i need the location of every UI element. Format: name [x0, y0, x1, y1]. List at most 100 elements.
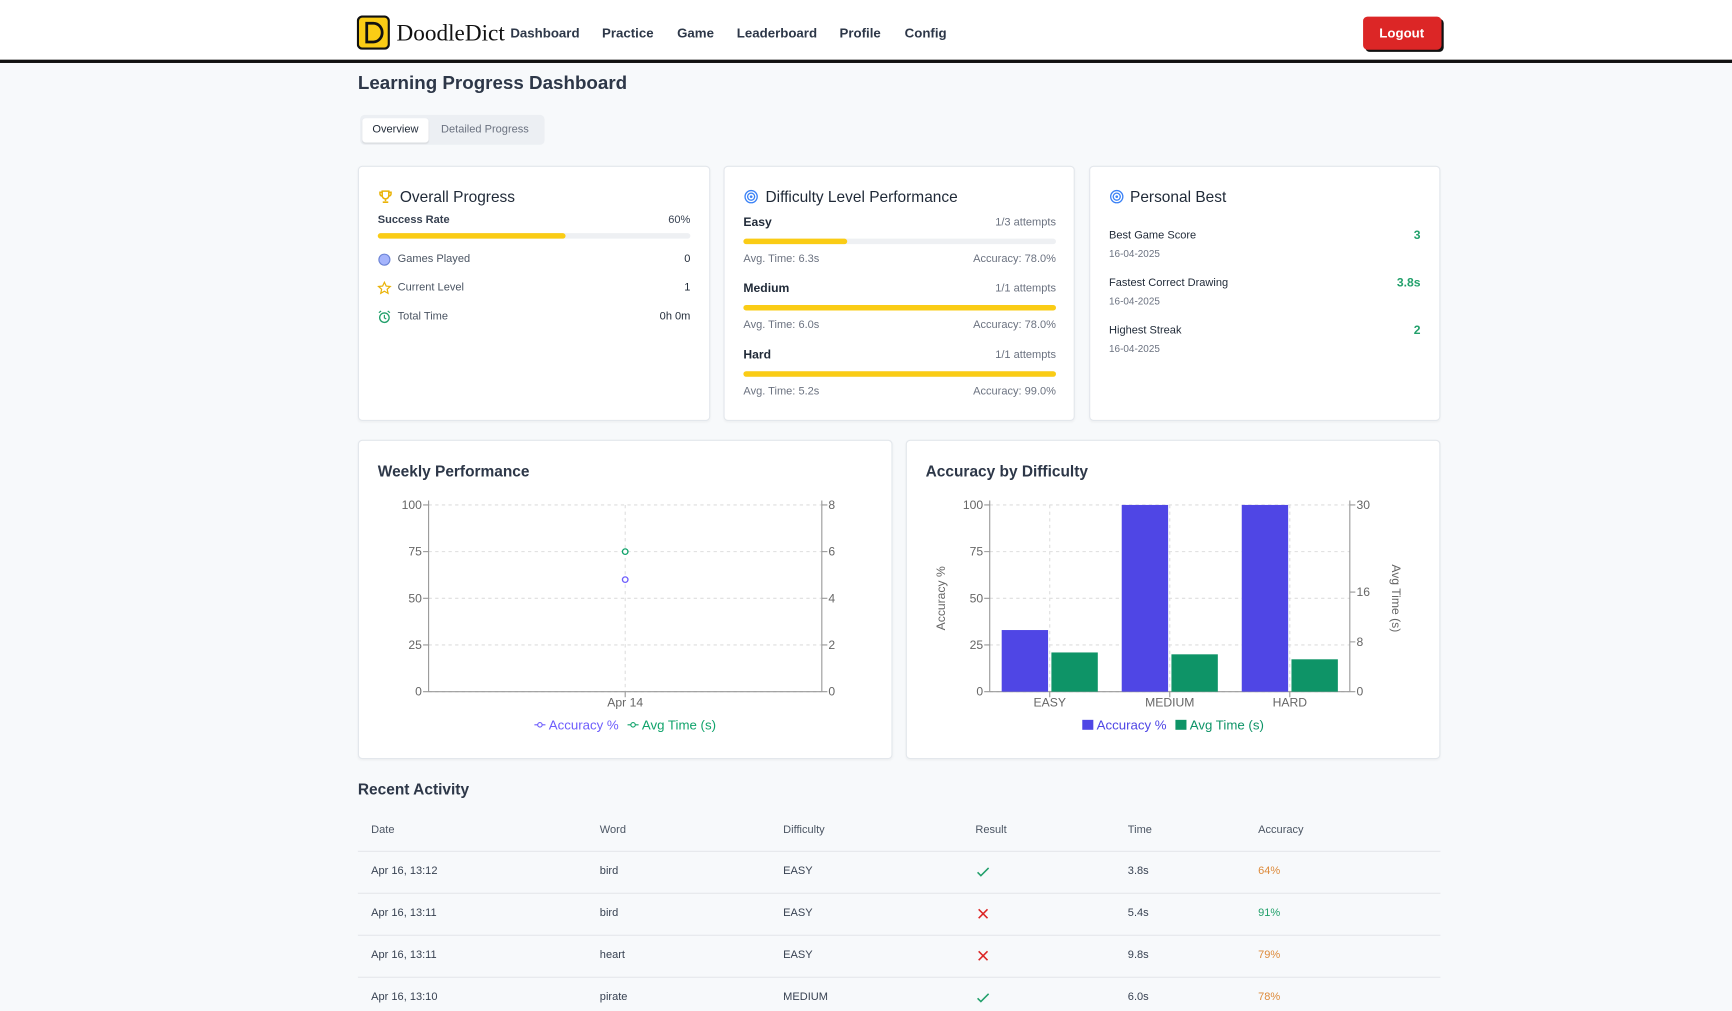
logout-button	[1363, 16, 1442, 50]
level-accuracy: Accuracy: 78.0%	[973, 253, 1056, 266]
logout-label[interactable]: Logout	[1379, 25, 1425, 41]
cross-icon	[978, 908, 989, 919]
cell: EASY	[783, 907, 813, 920]
chart: Weekly Performance 0 25 50 75 100 0 2 4 6 8 Apr 14 A…	[378, 463, 836, 732]
level-avg-time: Avg. Time: 5.2s	[743, 385, 820, 398]
y-tick-label: 100	[963, 498, 984, 512]
y-tick-label: 0	[415, 685, 422, 699]
row-divider	[357, 976, 1441, 978]
x-tick-label: HARD	[1273, 696, 1308, 710]
level-accuracy: Accuracy: 78.0%	[973, 319, 1056, 332]
cell: Apr 16, 13:11	[371, 907, 437, 920]
tab[interactable]: Overview	[372, 123, 419, 136]
level-attempts: 1/3 attempts	[995, 216, 1056, 229]
page-title: Learning Progress Dashboard	[357, 72, 628, 94]
card-title: Personal Best	[1130, 187, 1227, 206]
logo	[356, 15, 390, 50]
legend-label: Avg Time (s)	[642, 717, 716, 732]
legend-swatch	[1082, 719, 1094, 730]
best-label: Best Game Score	[1109, 229, 1197, 242]
stat-label: Current Level	[397, 281, 464, 294]
y2-tick-label: 0	[828, 685, 835, 699]
level-name: Hard	[743, 348, 772, 362]
card	[357, 165, 711, 421]
tab[interactable]: Detailed Progress	[441, 123, 529, 136]
best-date: 16-04-2025	[1109, 295, 1160, 307]
y2-tick-label: 8	[828, 498, 835, 512]
legend-label: Accuracy %	[1097, 717, 1167, 732]
bar	[1291, 659, 1338, 692]
x-tick-label: Apr 14	[607, 696, 643, 710]
target-icon	[744, 189, 758, 204]
best-date: 16-04-2025	[1109, 248, 1160, 260]
nav-link[interactable]: Config	[904, 25, 947, 41]
y2-tick-label: 16	[1356, 585, 1370, 599]
cell: Apr 16, 13:10	[371, 991, 438, 1004]
stat-icon	[378, 310, 391, 324]
y2-tick-label: 4	[828, 591, 835, 605]
legend: Accuracy % Avg Time (s)	[534, 717, 716, 732]
cell: EASY	[783, 949, 813, 962]
tab-active	[362, 118, 429, 143]
column-header: Result	[975, 824, 1007, 837]
cell: 78%	[1258, 991, 1281, 1004]
y-tick-label: 0	[976, 685, 983, 699]
stat-icon	[377, 280, 392, 295]
level-avg-time: Avg. Time: 6.0s	[743, 319, 820, 332]
row-divider	[357, 934, 1441, 936]
bar	[1121, 504, 1169, 692]
card	[1089, 165, 1441, 421]
bar	[1241, 504, 1289, 692]
navbar	[0, 0, 1732, 63]
y-tick-label: 25	[970, 638, 984, 652]
legend-swatch	[630, 722, 636, 728]
y-tick-label: 100	[402, 498, 423, 512]
best-date: 16-04-2025	[1109, 343, 1160, 355]
cell: 64%	[1258, 865, 1281, 878]
legend-swatch	[537, 722, 543, 728]
stat-value: 1	[684, 281, 691, 294]
column-header: Word	[599, 824, 626, 837]
y2-tick-label: 0	[1356, 685, 1363, 699]
column-header: Difficulty	[783, 824, 825, 837]
x-tick-label: MEDIUM	[1145, 696, 1194, 710]
progress-track	[743, 238, 1056, 245]
x-tick-label: EASY	[1034, 696, 1066, 710]
nav-link[interactable]: Practice	[602, 25, 654, 41]
row-divider	[357, 892, 1441, 894]
nav-link[interactable]: Profile	[839, 25, 881, 41]
progress-bar	[377, 233, 566, 239]
cell: Apr 16, 13:12	[371, 865, 438, 878]
y2-tick-label: 8	[1356, 635, 1363, 649]
stat-label: Success Rate	[377, 214, 450, 227]
stat-icon	[378, 253, 391, 266]
y-tick-label: 50	[970, 591, 984, 605]
progress-bar	[743, 304, 1056, 311]
level-avg-time: Avg. Time: 6.3s	[743, 253, 820, 266]
cell: Apr 16, 13:11	[371, 949, 437, 962]
stat-value: 0	[684, 253, 691, 266]
column-header: Date	[371, 824, 395, 837]
best-value: 3.8s	[1396, 276, 1421, 291]
card	[905, 439, 1441, 760]
brand: DoodleDict	[396, 19, 505, 46]
y-tick-label: 25	[408, 638, 422, 652]
point	[621, 548, 629, 556]
check-icon	[977, 993, 990, 1003]
nav-link[interactable]: Game	[677, 25, 714, 41]
y-tick-label: 75	[970, 545, 984, 559]
best-label: Highest Streak	[1109, 324, 1182, 337]
progress-bar	[743, 238, 848, 245]
nav-link[interactable]: Leaderboard	[736, 25, 818, 41]
stat-value: 0h 0m	[659, 310, 691, 323]
progress-bar	[743, 371, 1056, 377]
legend: Accuracy % Avg Time (s)	[1082, 717, 1264, 732]
y2-tick-label: 30	[1356, 498, 1370, 512]
legend-label: Avg Time (s)	[1190, 717, 1264, 732]
nav-link[interactable]: Dashboard	[510, 25, 580, 41]
cell: MEDIUM	[783, 991, 828, 1004]
cell: 3.8s	[1127, 865, 1149, 878]
target-icon	[1110, 189, 1124, 204]
